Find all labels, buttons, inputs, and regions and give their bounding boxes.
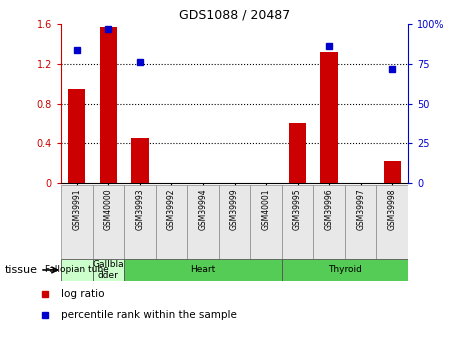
Bar [313,185,345,259]
Text: tissue: tissue [5,265,38,275]
Text: GSM40001: GSM40001 [262,188,271,230]
Text: GSM39993: GSM39993 [136,188,144,230]
Bar [377,185,408,259]
Text: percentile rank within the sample: percentile rank within the sample [61,310,237,320]
Text: GSM39991: GSM39991 [72,188,81,230]
Bar [92,259,124,281]
Bar [131,138,149,183]
Text: GSM39997: GSM39997 [356,188,365,230]
Bar [250,185,282,259]
Bar [345,185,377,259]
Text: Heart: Heart [190,265,216,275]
Text: Gallbla
dder: Gallbla dder [92,260,124,280]
Text: Thyroid: Thyroid [328,265,362,275]
Text: GSM39996: GSM39996 [325,188,333,230]
Text: GSM39999: GSM39999 [230,188,239,230]
Bar [282,259,408,281]
Bar [61,185,92,259]
Bar [92,185,124,259]
Bar [68,89,85,183]
Bar [187,185,219,259]
Bar [384,161,401,183]
Text: GSM40000: GSM40000 [104,188,113,230]
Bar [156,185,187,259]
Bar [289,124,306,183]
Text: GSM39994: GSM39994 [198,188,207,230]
Bar [99,27,117,183]
Text: GSM39998: GSM39998 [388,188,397,230]
Text: GDS1088 / 20487: GDS1088 / 20487 [179,9,290,22]
Bar [124,259,282,281]
Bar [320,52,338,183]
Text: log ratio: log ratio [61,289,105,299]
Bar [219,185,250,259]
Text: Fallopian tube: Fallopian tube [45,265,109,275]
Bar [124,185,156,259]
Bar [282,185,313,259]
Text: GSM39995: GSM39995 [293,188,302,230]
Text: GSM39992: GSM39992 [167,188,176,230]
Bar [61,259,92,281]
